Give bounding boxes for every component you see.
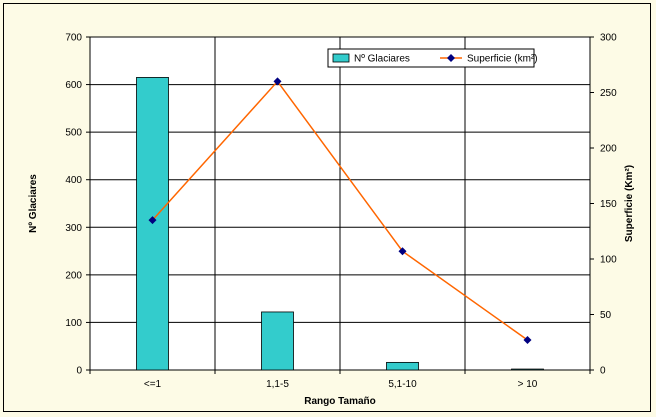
x-tick-label: 5,1-10 (388, 379, 417, 390)
y2-axis-title: Superficie (Km²) (624, 165, 635, 242)
y-tick-label: 500 (65, 128, 82, 139)
marker-superficie (273, 77, 282, 86)
y-tick-label: 200 (65, 270, 82, 281)
y-axis-title: Nº Glaciares (28, 174, 39, 233)
legend-label-superficie: Superficie (km²) (467, 54, 538, 65)
y2-tick-label: 200 (600, 144, 617, 155)
y2-tick-label: 250 (600, 88, 617, 99)
legend-label-glaciares: Nº Glaciares (354, 54, 410, 65)
marker-superficie (523, 336, 532, 345)
bar-glaciares (511, 368, 544, 371)
y2-tick-label: 150 (600, 199, 617, 210)
legend-marker (447, 54, 455, 62)
y-tick-label: 0 (76, 366, 82, 377)
x-tick-label: <=1 (144, 379, 162, 390)
y-tick-label: 400 (65, 175, 82, 186)
legend-swatch-bar (332, 53, 350, 63)
marker-superficie (148, 216, 157, 225)
x-tick-label: > 10 (518, 379, 538, 390)
marker-superficie (398, 247, 407, 256)
y-tick-label: 100 (65, 318, 82, 329)
y2-tick-label: 300 (600, 33, 617, 44)
bar-glaciares (386, 361, 419, 371)
y-tick-label: 700 (65, 33, 82, 44)
bar-glaciares (261, 311, 294, 371)
y-tick-label: 600 (65, 80, 82, 91)
y2-tick-label: 0 (600, 366, 606, 377)
y2-tick-label: 100 (600, 255, 617, 266)
legend-box (327, 48, 535, 68)
line-superficie (151, 80, 528, 341)
x-tick-label: 1,1-5 (266, 379, 289, 390)
y2-tick-label: 50 (600, 310, 612, 321)
x-axis-title: Rango Tamaño (304, 396, 375, 407)
y-tick-label: 300 (65, 223, 82, 234)
